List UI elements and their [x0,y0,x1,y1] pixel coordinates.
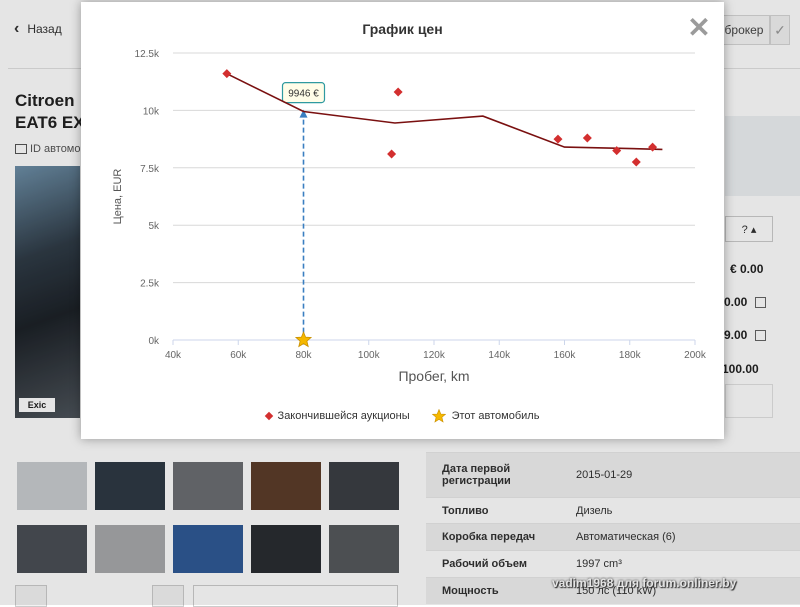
car-id: ID автомо [15,143,81,155]
y-axis-label: Цена, EUR [112,169,124,225]
input-box[interactable] [725,384,773,418]
price-row: 9.00 [724,328,767,342]
x-tick-label: 100k [358,350,381,361]
spec-key: Дата первой регистрации [442,463,511,487]
legend-item-auctions[interactable]: Закончившейся аукционы [264,409,410,423]
thumbnail[interactable] [17,462,87,510]
diamond-icon [264,411,273,421]
table-row: Рабочий объем 1997 cm³ [426,550,800,577]
scatter-point [631,157,641,167]
thumbnail[interactable] [17,525,87,573]
price-value: 100.00 [722,362,759,376]
x-tick-label: 60k [230,350,247,361]
close-icon[interactable]: ✕ [687,12,711,43]
x-tick-label: 160k [554,350,577,361]
spec-value: 2015-01-29 [576,469,633,481]
annotation-label: 9946 € [288,89,319,100]
x-tick-label: 140k [488,350,511,361]
external-link-icon[interactable] [755,329,767,341]
x-axis-label: Пробег, km [398,368,469,384]
thumbnail[interactable] [329,525,399,573]
table-row: Коробка передач Автоматическая (6) [426,523,800,550]
scatter-point [648,142,658,152]
price-row: 0.00 [724,295,767,309]
y-tick-label: 2.5k [140,279,160,290]
annotation-box [281,82,326,104]
main-photo[interactable]: Exic [15,166,80,418]
chart-axis-labels: 0k 2.5k 5k 7.5k 10k 12.5k 40k 60k 80k 100k 120k 140… [135,49,707,361]
scatter-point [393,87,403,97]
scatter-point [387,149,397,159]
right-panel-box [725,116,800,196]
chart-series [222,69,663,348]
legend-label: Закончившейся аукционы [277,410,410,422]
y-tick-label: 12.5k [135,49,160,60]
scatter-point [222,69,232,79]
back-label: Назад [27,22,62,36]
price-value: 0.00 [724,295,748,309]
x-tick-label: 120k [423,350,446,361]
specs-table: Дата первой регистрации 2015-01-29 Топли… [426,452,800,604]
spec-key: Коробка передач [442,531,536,543]
annotation-arrow [299,109,308,118]
thumbnail[interactable] [95,462,165,510]
table-row: Дата первой регистрации 2015-01-29 [426,452,800,497]
car-title-line1: Citroen [15,91,75,110]
legend-item-this-car[interactable]: Этот автомобиль [431,409,540,423]
chart-grid [172,52,696,345]
spec-key: Топливо [442,504,489,517]
car-title: Citroen EAT6 EX [15,90,85,134]
modal-title: График цен [362,21,443,37]
thumbnail[interactable] [251,525,321,573]
check-icon[interactable]: ✓ [770,15,790,45]
x-tick-label: 180k [619,350,642,361]
this-car-star [294,330,313,348]
photo-logo: Exic [19,398,55,412]
price-value: 9.00 [724,328,748,342]
back-link[interactable]: ‹ Назад [14,20,62,38]
thumbnail[interactable] [173,525,243,573]
scatter-point [553,134,563,144]
x-tick-label: 40k [165,350,182,361]
price-chart-modal: График цен ✕ 0k 2.5k 5k 7.5k 10k 12.5k 40k 60k 8… [81,2,724,439]
scatter-point [612,146,622,156]
table-row: Мощность 150 лс (110 kW) [426,577,800,604]
y-tick-label: 7.5k [140,164,160,175]
watermark: vadim1968 для forum.onliner.by [552,576,737,590]
thumbnail[interactable] [329,462,399,510]
envelope-icon [15,144,27,154]
spec-key: Мощность [442,585,499,597]
spec-key: Рабочий объем [442,558,528,570]
x-tick-label: 200k [684,350,707,361]
price-chart: 0k 2.5k 5k 7.5k 10k 12.5k 40k 60k 80k 100k 120k 140… [112,49,707,384]
y-tick-label: 5k [148,221,160,232]
spec-value: 150 лс (110 kW) [576,585,657,597]
x-tick-label: 80k [295,350,312,361]
spec-value: 1997 cm³ [576,558,622,570]
scatter-point [582,133,592,143]
external-link-icon[interactable] [755,296,767,308]
car-title-line2: EAT6 EX [15,113,85,132]
thumbnail[interactable] [251,462,321,510]
legend-label: Этот автомобиль [451,410,540,422]
table-row: Топливо Дизель [426,497,800,523]
price-value: € 0.00 [730,262,764,276]
spec-value: Дизель [576,504,613,517]
chart-annotation: 9946 € [281,82,326,334]
chevron-left-icon: ‹ [14,20,20,37]
chart-legend: Закончившейся аукционы Этот автомобиль [81,409,724,423]
star-icon [431,409,446,423]
thumbnail[interactable] [95,525,165,573]
spec-value: Автоматическая (6) [576,531,676,543]
trend-line [226,72,663,151]
currency-dropdown[interactable]: ? ▴ [725,216,773,242]
thumbnail[interactable] [173,462,243,510]
broker-button[interactable]: брокер [718,15,770,45]
y-tick-label: 0k [148,336,160,347]
y-tick-label: 10k [143,106,160,117]
car-id-label: ID автомо [30,143,81,155]
